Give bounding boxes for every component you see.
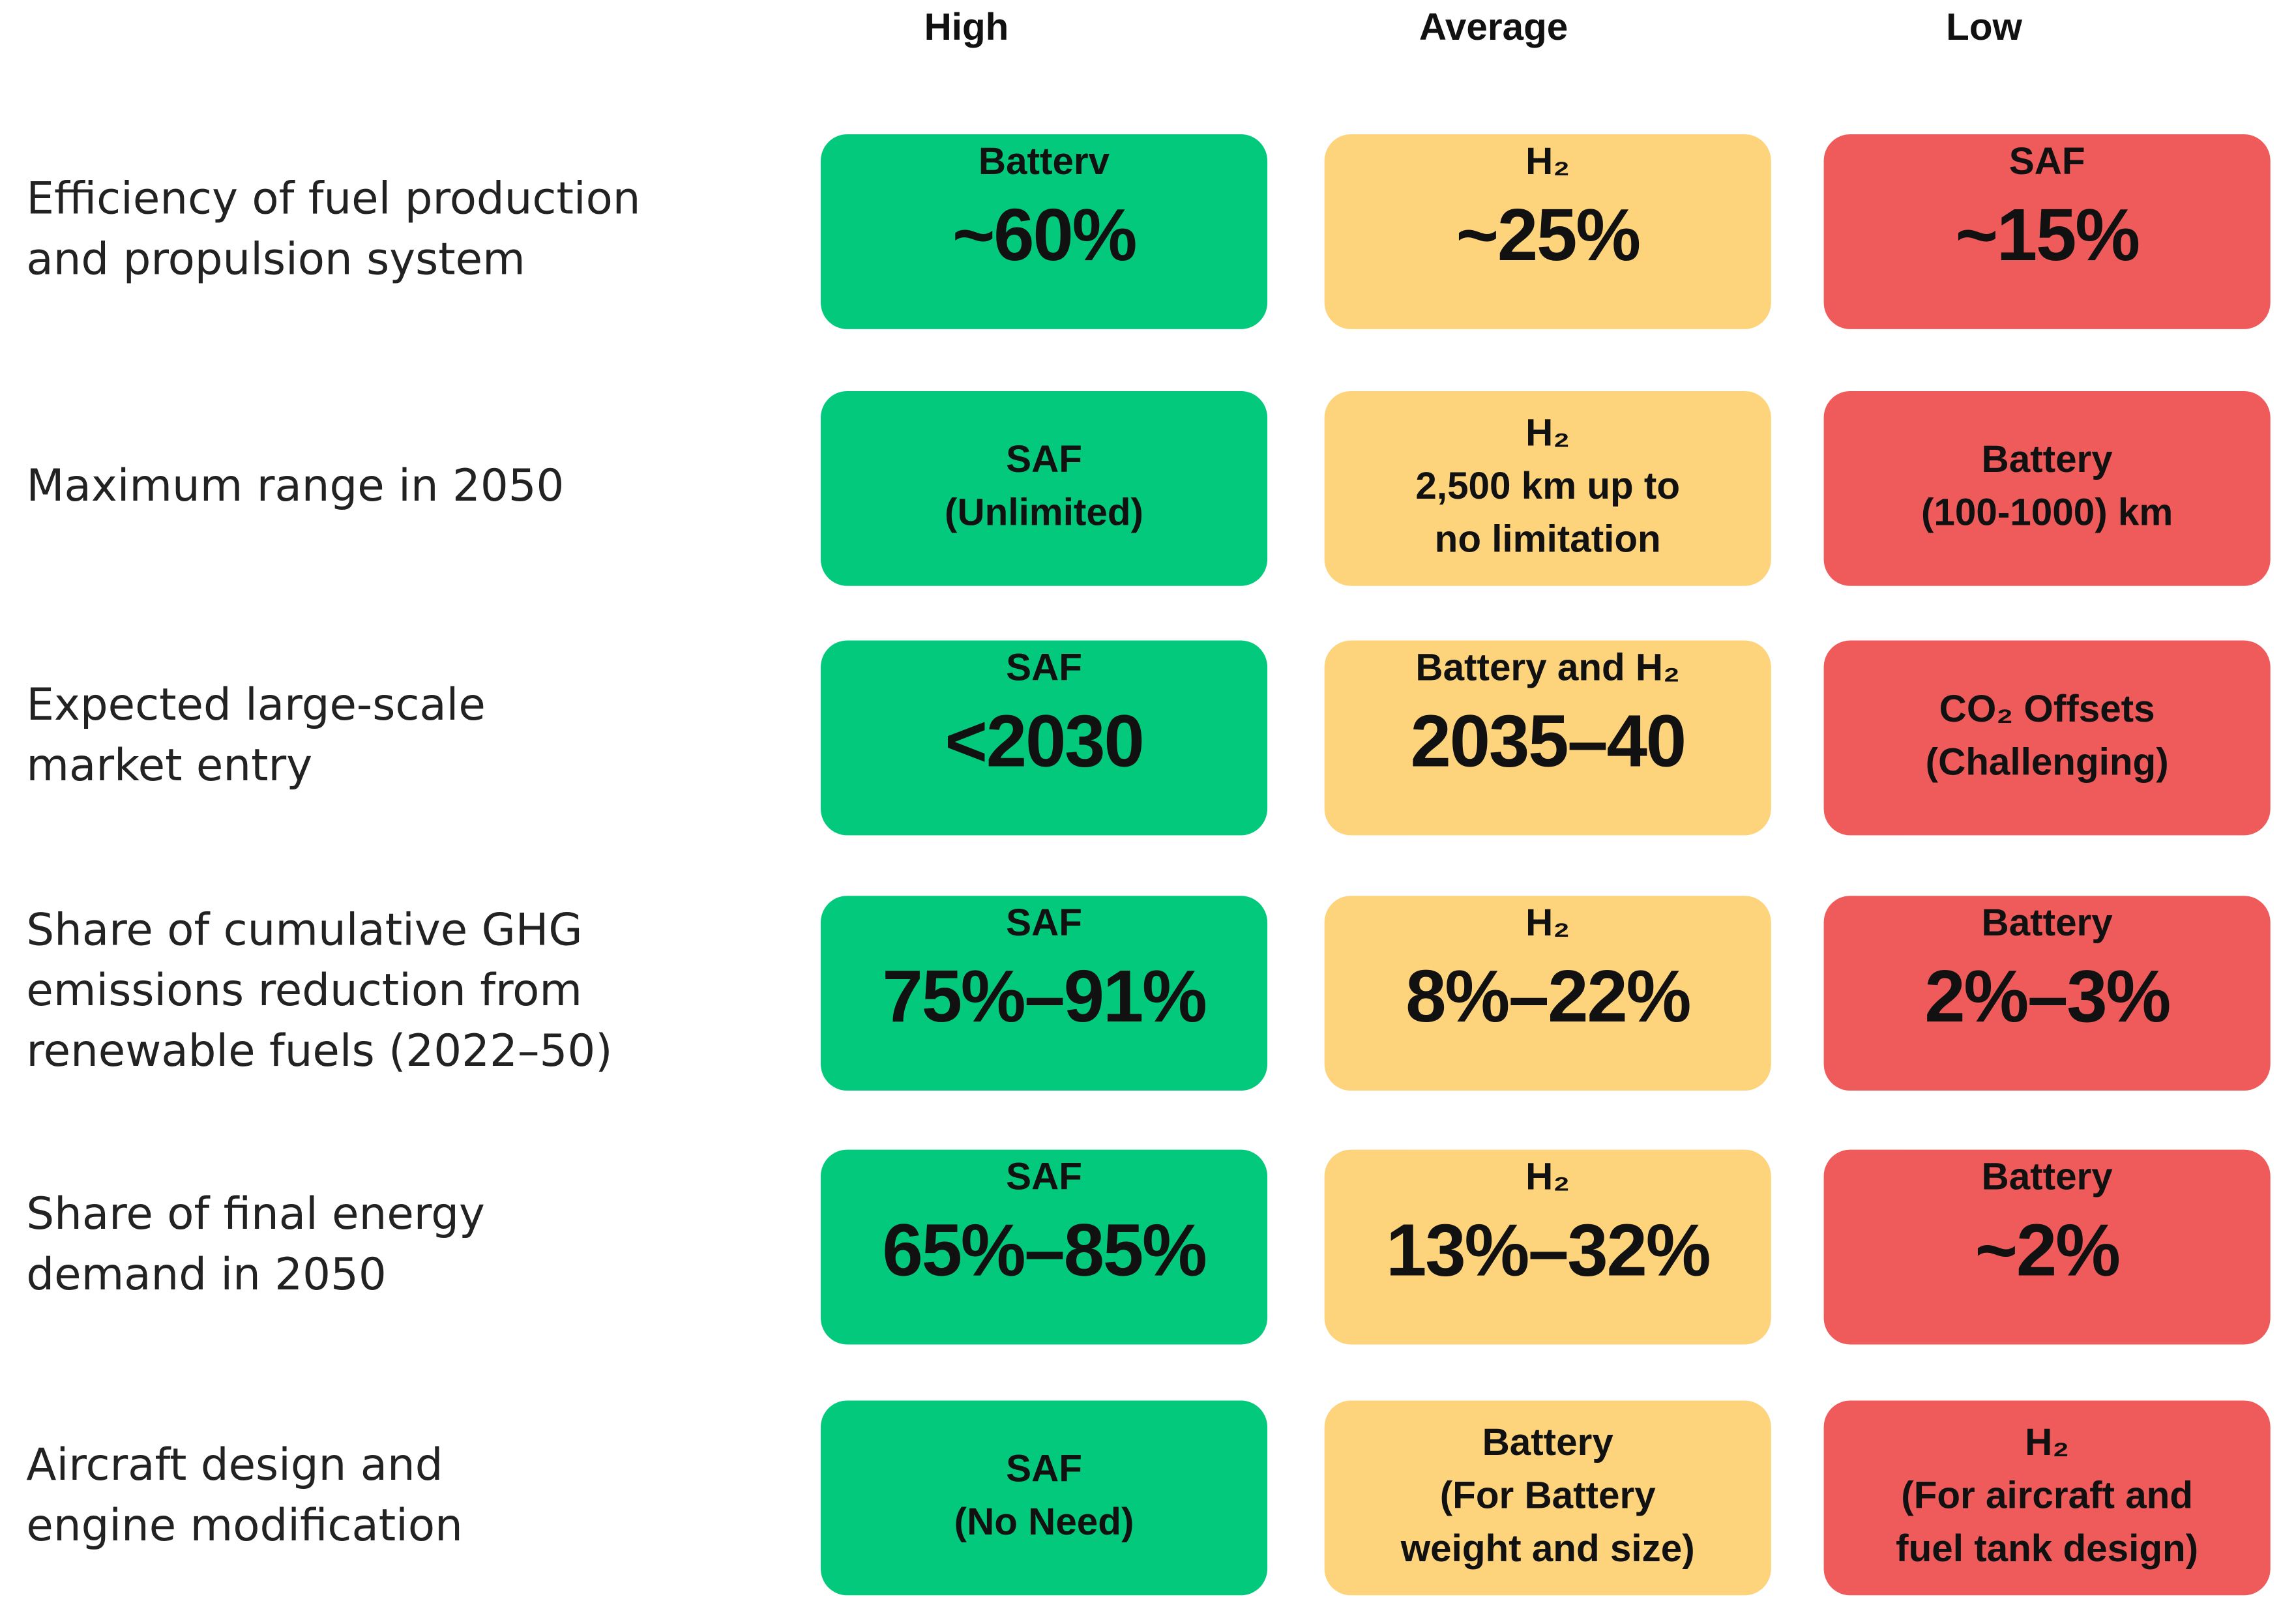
cell-value: <2030 [945, 699, 1143, 782]
cell-value: 13%–32% [1386, 1209, 1709, 1291]
cell-box [1823, 1400, 2271, 1596]
cell-label: H₂ [1525, 140, 1570, 183]
cell-label: H₂ [1525, 1155, 1570, 1197]
cell-value: 65%–85% [882, 1209, 1205, 1291]
cell-box [1324, 134, 1771, 329]
cell-label: SAF [2009, 140, 2085, 183]
cell-label: Battery [1982, 1155, 2113, 1197]
cell-label: Battery [1982, 902, 2113, 944]
cell-label: SAF [1006, 646, 1082, 688]
cell-label: SAF [1006, 1155, 1082, 1197]
row-label: Aircraft design and [26, 1439, 443, 1490]
cell-label: SAF [1006, 438, 1082, 480]
row-label: Expected large-scale [26, 679, 485, 730]
cell-label: H₂ [2025, 1421, 2069, 1463]
cell-note: (No Need) [954, 1501, 1134, 1543]
row-label: Share of cumulative GHG [26, 903, 582, 955]
row-label: Maximum range in 2050 [26, 460, 564, 511]
cell-value: 2035–40 [1410, 699, 1685, 782]
cell-label: CO₂ Offsets [1939, 688, 2155, 730]
cell-box [820, 640, 1268, 836]
cell-label: H₂ [1525, 411, 1570, 454]
row-label: Share of final energy [26, 1188, 485, 1239]
cell-label: Batterv [979, 140, 1110, 183]
cell-value: ~60% [952, 194, 1136, 276]
cell-box [820, 390, 1268, 586]
column-header: Low [1946, 6, 2022, 48]
cell-box [820, 1149, 1268, 1345]
row-label: market entry [26, 739, 312, 791]
cell-note: no limitation [1435, 518, 1661, 560]
cell-note: 2,500 km up to [1415, 465, 1680, 507]
cell-value: ~25% [1456, 194, 1640, 276]
cell-note: fuel tank design) [1896, 1527, 2198, 1570]
cell-note: (100-1000) km [1921, 491, 2173, 533]
row-label: demand in 2050 [26, 1248, 386, 1300]
cell-label: SAF [1006, 902, 1082, 944]
cell-note: weight and size) [1400, 1527, 1695, 1570]
cell-value: 75%–91% [882, 955, 1205, 1037]
cell-value: 8%–22% [1406, 955, 1690, 1037]
row-label: renewable fuels (2022–50) [26, 1025, 612, 1076]
cell-value: ~15% [1955, 194, 2138, 276]
cell-box [1823, 390, 2271, 586]
cell-box [1324, 390, 1771, 586]
cell-box [1324, 1149, 1771, 1345]
cell-note: (For aircraft and [1901, 1474, 2193, 1516]
cell-box [820, 134, 1268, 329]
cell-label: SAF [1006, 1447, 1082, 1490]
cell-label: Battery [1982, 438, 2113, 480]
cell-box [1823, 896, 2271, 1091]
cell-box [1823, 640, 2271, 836]
cell-box [1324, 1400, 1771, 1596]
column-header: Average [1419, 6, 1568, 48]
cell-label: Battery [1482, 1421, 1614, 1463]
row-label: and propulsion system [26, 233, 525, 284]
cell-box [820, 896, 1268, 1091]
column-header: High [924, 6, 1009, 48]
row-label: emissions reduction from [26, 964, 582, 1016]
cell-box [1823, 134, 2271, 329]
cell-note: (For Battery [1440, 1474, 1656, 1516]
cell-label: Battery and H₂ [1415, 646, 1680, 688]
cell-label: H₂ [1525, 902, 1570, 944]
cell-value: ~2% [1975, 1209, 2119, 1291]
row-label: engine modification [26, 1499, 462, 1551]
cell-box [1324, 896, 1771, 1091]
cell-note: (Unlimited) [945, 491, 1143, 533]
row-label: Efficiency of fuel production [26, 172, 640, 224]
cell-value: 2%–3% [1924, 955, 2170, 1037]
cell-note: (Challenging) [1926, 741, 2169, 783]
cell-box [820, 1400, 1268, 1596]
cell-box [1324, 640, 1771, 836]
cell-box [1823, 1149, 2271, 1345]
